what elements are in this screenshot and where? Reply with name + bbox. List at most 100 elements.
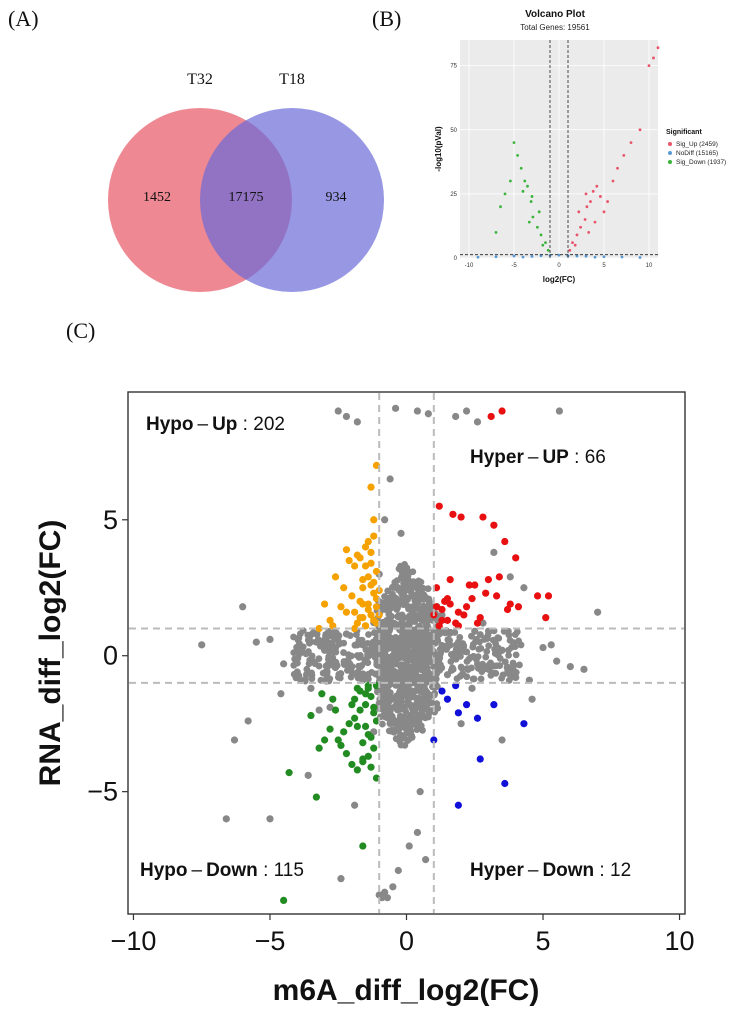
quadrant-point-background [489,636,497,644]
annotation-hyper-down-count: 12 [610,860,631,881]
quadrant-point-hyper_up [438,605,446,614]
quadrant-point-hyper_down [501,779,509,788]
volcano-point [591,189,595,193]
quadrant-point-background [437,661,444,669]
quadrant-point-ns [391,720,400,728]
volcano-point [652,56,655,60]
quadrant-point-ns [457,641,465,649]
quadrant-point-hypo_down [315,744,323,752]
quadrant-point-background [426,707,434,715]
volcano-xtick-label: 0 [557,263,561,269]
volcano-point [536,225,539,229]
quadrant-point-background [381,691,389,699]
quadrant-point-background [355,654,363,661]
volcano-point [589,200,592,203]
volcano-xtick-label: 10 [646,263,653,269]
quadrant-point-hyper_down [430,736,438,744]
volcano-point [529,200,533,203]
quadrant-point-background [468,632,475,640]
quadrant-point-ns [479,619,487,627]
venn-intersection-count: 17175 [229,190,264,205]
quadrant-point-ns [553,657,561,665]
quadrant-point-background [403,672,411,680]
quadrant-point-background [348,668,356,676]
quadrant-point-background [315,655,323,663]
annotation-hyper-down: Hyper – Down : 12 [470,860,631,881]
quadrant-point-ns [528,695,536,703]
quadrant-point-background [396,712,404,720]
quadrant-point-hypo_up [364,605,372,614]
quadrant-point-ns [381,888,389,896]
quadrant-point-ns [383,894,391,902]
quadrant-point-ns [405,842,413,850]
quadrant-point-hyper_up [457,513,465,521]
quadrant-point-hypo_down [367,733,375,741]
quadrant-point-background [293,643,300,651]
quadrant-point-background [414,586,422,593]
quadrant-point-ns [468,684,476,692]
volcano-point [521,189,525,193]
quadrant-point-hyper_up [503,605,512,614]
quadrant-point-ns [326,660,334,668]
quadrant-point-ns [252,638,260,646]
quadrant-point-hyper_up [471,581,479,589]
quadrant-point-hyper_up [441,597,449,605]
venn-right-label: T18 [279,71,305,88]
volcano-ytick-label: 25 [450,192,457,198]
quadrant-point-background [394,613,402,620]
volcano-point [629,141,633,144]
quadrant-point-background [388,726,396,734]
quadrant-point-background [385,658,393,665]
annotation-hyper-down-a: Hyper [470,860,524,881]
volcano-legend-title: Significant [666,129,702,136]
quadrant-point-ns [547,641,555,649]
quadrant-point-background [404,602,412,610]
volcano-legend-label: Sig_Down (1937) [676,159,726,166]
volcano-ticks: -10 -5 0 5 10 0 25 50 75 [450,64,653,269]
volcano-legend-label: Sig_Up (2459) [676,141,718,148]
quadrant-point-hypo_up [364,600,372,608]
quadrant-point-hypo_down [356,706,364,714]
quadrant-point-ns [381,516,389,524]
quadrant-point-hyper_down [520,720,528,728]
quadrant-point-background [290,661,298,669]
quadrant-point-ns [424,410,432,418]
quadrant-point-ns [449,665,457,673]
quadrant-point-background [394,583,401,591]
panel-label-b: (B) [372,6,401,31]
quadrant-point-background [407,637,414,645]
quadrant-point-background [472,638,479,645]
quadrant-point-ns [383,633,391,641]
quadrant-point-ns [342,412,351,421]
quadrant-point-background [425,697,432,704]
quadrant-point-hypo_up [370,578,378,586]
quadrant-point-hypo_down [361,701,370,709]
volcano-point [530,255,534,258]
volcano-points [476,46,660,259]
quadrant-point-hypo_down [342,749,351,758]
quadrant-point-background [291,655,299,663]
quadrant-point-background [483,635,491,643]
quadrant-point-background [493,662,501,670]
quadrant-ticks: −10 −5 0 5 10 −5 0 5 [87,505,694,956]
volcano-point [620,255,624,259]
quadrant-point-hypo_down [318,690,326,698]
quadrant-point-hypo_up [351,624,359,633]
quadrant-point-ns [413,407,422,415]
volcano-point [509,179,512,183]
annotation-hypo-up-count: 202 [253,414,285,435]
volcano-legend-swatch [668,151,672,155]
quadrant-point-hyper_up [542,614,550,622]
annotation-hyper-down-b: Down [542,860,594,881]
quadrant-point-ns [331,643,340,652]
quadrant-point-background [419,726,426,734]
quadrant-point-hyper_up [498,407,506,415]
volcano-point [611,179,615,183]
quadrant-xtick-label: 0 [399,926,414,956]
quadrant-point-background [293,648,301,656]
quadrant-point-hypo_up [345,556,353,565]
quadrant-point-hypo_up [340,584,348,592]
quadrant-point-hyper_up [468,595,476,603]
quadrant-point-hypo_down [329,695,337,703]
quadrant-xtick-label: 10 [665,926,695,956]
